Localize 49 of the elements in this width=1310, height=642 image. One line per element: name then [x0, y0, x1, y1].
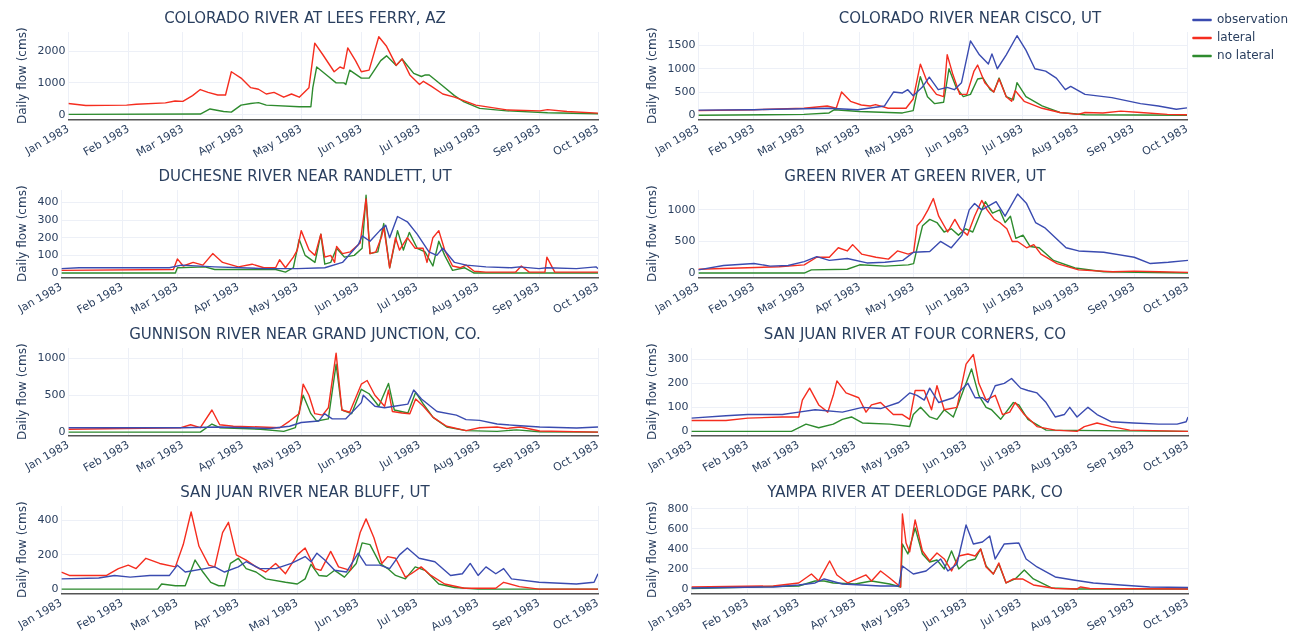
y-axis-title: Daily flow (cms) — [15, 501, 30, 599]
y-tick-label: 400 — [37, 195, 59, 209]
chart-title: COLORADO RIVER NEAR CISCO, UT — [838, 8, 1103, 27]
y-tick-label: 600 — [667, 521, 689, 535]
chart-title: SAN JUAN RIVER AT FOUR CORNERS, CO — [763, 324, 1067, 343]
y-axis-title: Daily flow (cms) — [645, 185, 660, 283]
y-tick-label: 500 — [674, 234, 696, 248]
y-tick-label: 1500 — [667, 38, 696, 52]
y-axis-title: Daily flow (cms) — [15, 343, 30, 441]
y-axis-title: Daily flow (cms) — [15, 185, 30, 283]
y-tick-label: 100 — [37, 248, 59, 262]
y-tick-label: 0 — [51, 265, 59, 279]
y-tick-label: 300 — [667, 352, 689, 366]
y-tick-label: 0 — [51, 582, 59, 596]
chart-title: DUCHESNE RIVER NEAR RANDLETT, UT — [158, 166, 453, 185]
y-tick-label: 1000 — [667, 202, 696, 216]
y-tick-label: 1000 — [37, 75, 66, 89]
y-axis-title: Daily flow (cms) — [645, 343, 660, 441]
y-tick-label: 0 — [58, 107, 66, 121]
y-axis-title: Daily flow (cms) — [645, 501, 660, 599]
chart-title: COLORADO RIVER AT LEES FERRY, AZ — [164, 8, 446, 27]
y-tick-label: 2000 — [37, 43, 66, 57]
y-tick-label: 0 — [58, 424, 66, 438]
y-tick-label: 1000 — [37, 351, 66, 365]
y-axis-title: Daily flow (cms) — [15, 27, 30, 125]
legend-label: no lateral — [1217, 48, 1275, 63]
chart-title: SAN JUAN RIVER NEAR BLUFF, UT — [180, 482, 431, 501]
y-tick-label: 400 — [37, 513, 59, 527]
y-tick-label: 1000 — [667, 61, 696, 75]
y-tick-label: 0 — [681, 581, 689, 595]
y-tick-label: 200 — [667, 561, 689, 575]
chart-title: YAMPA RIVER AT DEERLODGE PARK, CO — [766, 482, 1063, 501]
y-tick-label: 800 — [667, 501, 689, 515]
chart-title: GREEN RIVER AT GREEN RIVER, UT — [784, 166, 1047, 185]
chart-title: GUNNISON RIVER NEAR GRAND JUNCTION, CO. — [129, 324, 481, 343]
y-axis-title: Daily flow (cms) — [645, 27, 660, 125]
y-tick-label: 0 — [681, 424, 689, 438]
legend-label: observation — [1217, 12, 1288, 27]
y-tick-label: 200 — [37, 547, 59, 561]
y-tick-label: 200 — [37, 230, 59, 244]
y-tick-label: 500 — [674, 84, 696, 98]
y-tick-label: 300 — [37, 212, 59, 226]
y-tick-label: 0 — [688, 108, 696, 122]
legend-label: lateral — [1217, 30, 1256, 45]
y-tick-label: 500 — [44, 388, 66, 402]
y-tick-label: 0 — [688, 265, 696, 279]
y-tick-label: 200 — [667, 376, 689, 390]
y-tick-label: 400 — [667, 541, 689, 555]
y-tick-label: 100 — [667, 400, 689, 414]
